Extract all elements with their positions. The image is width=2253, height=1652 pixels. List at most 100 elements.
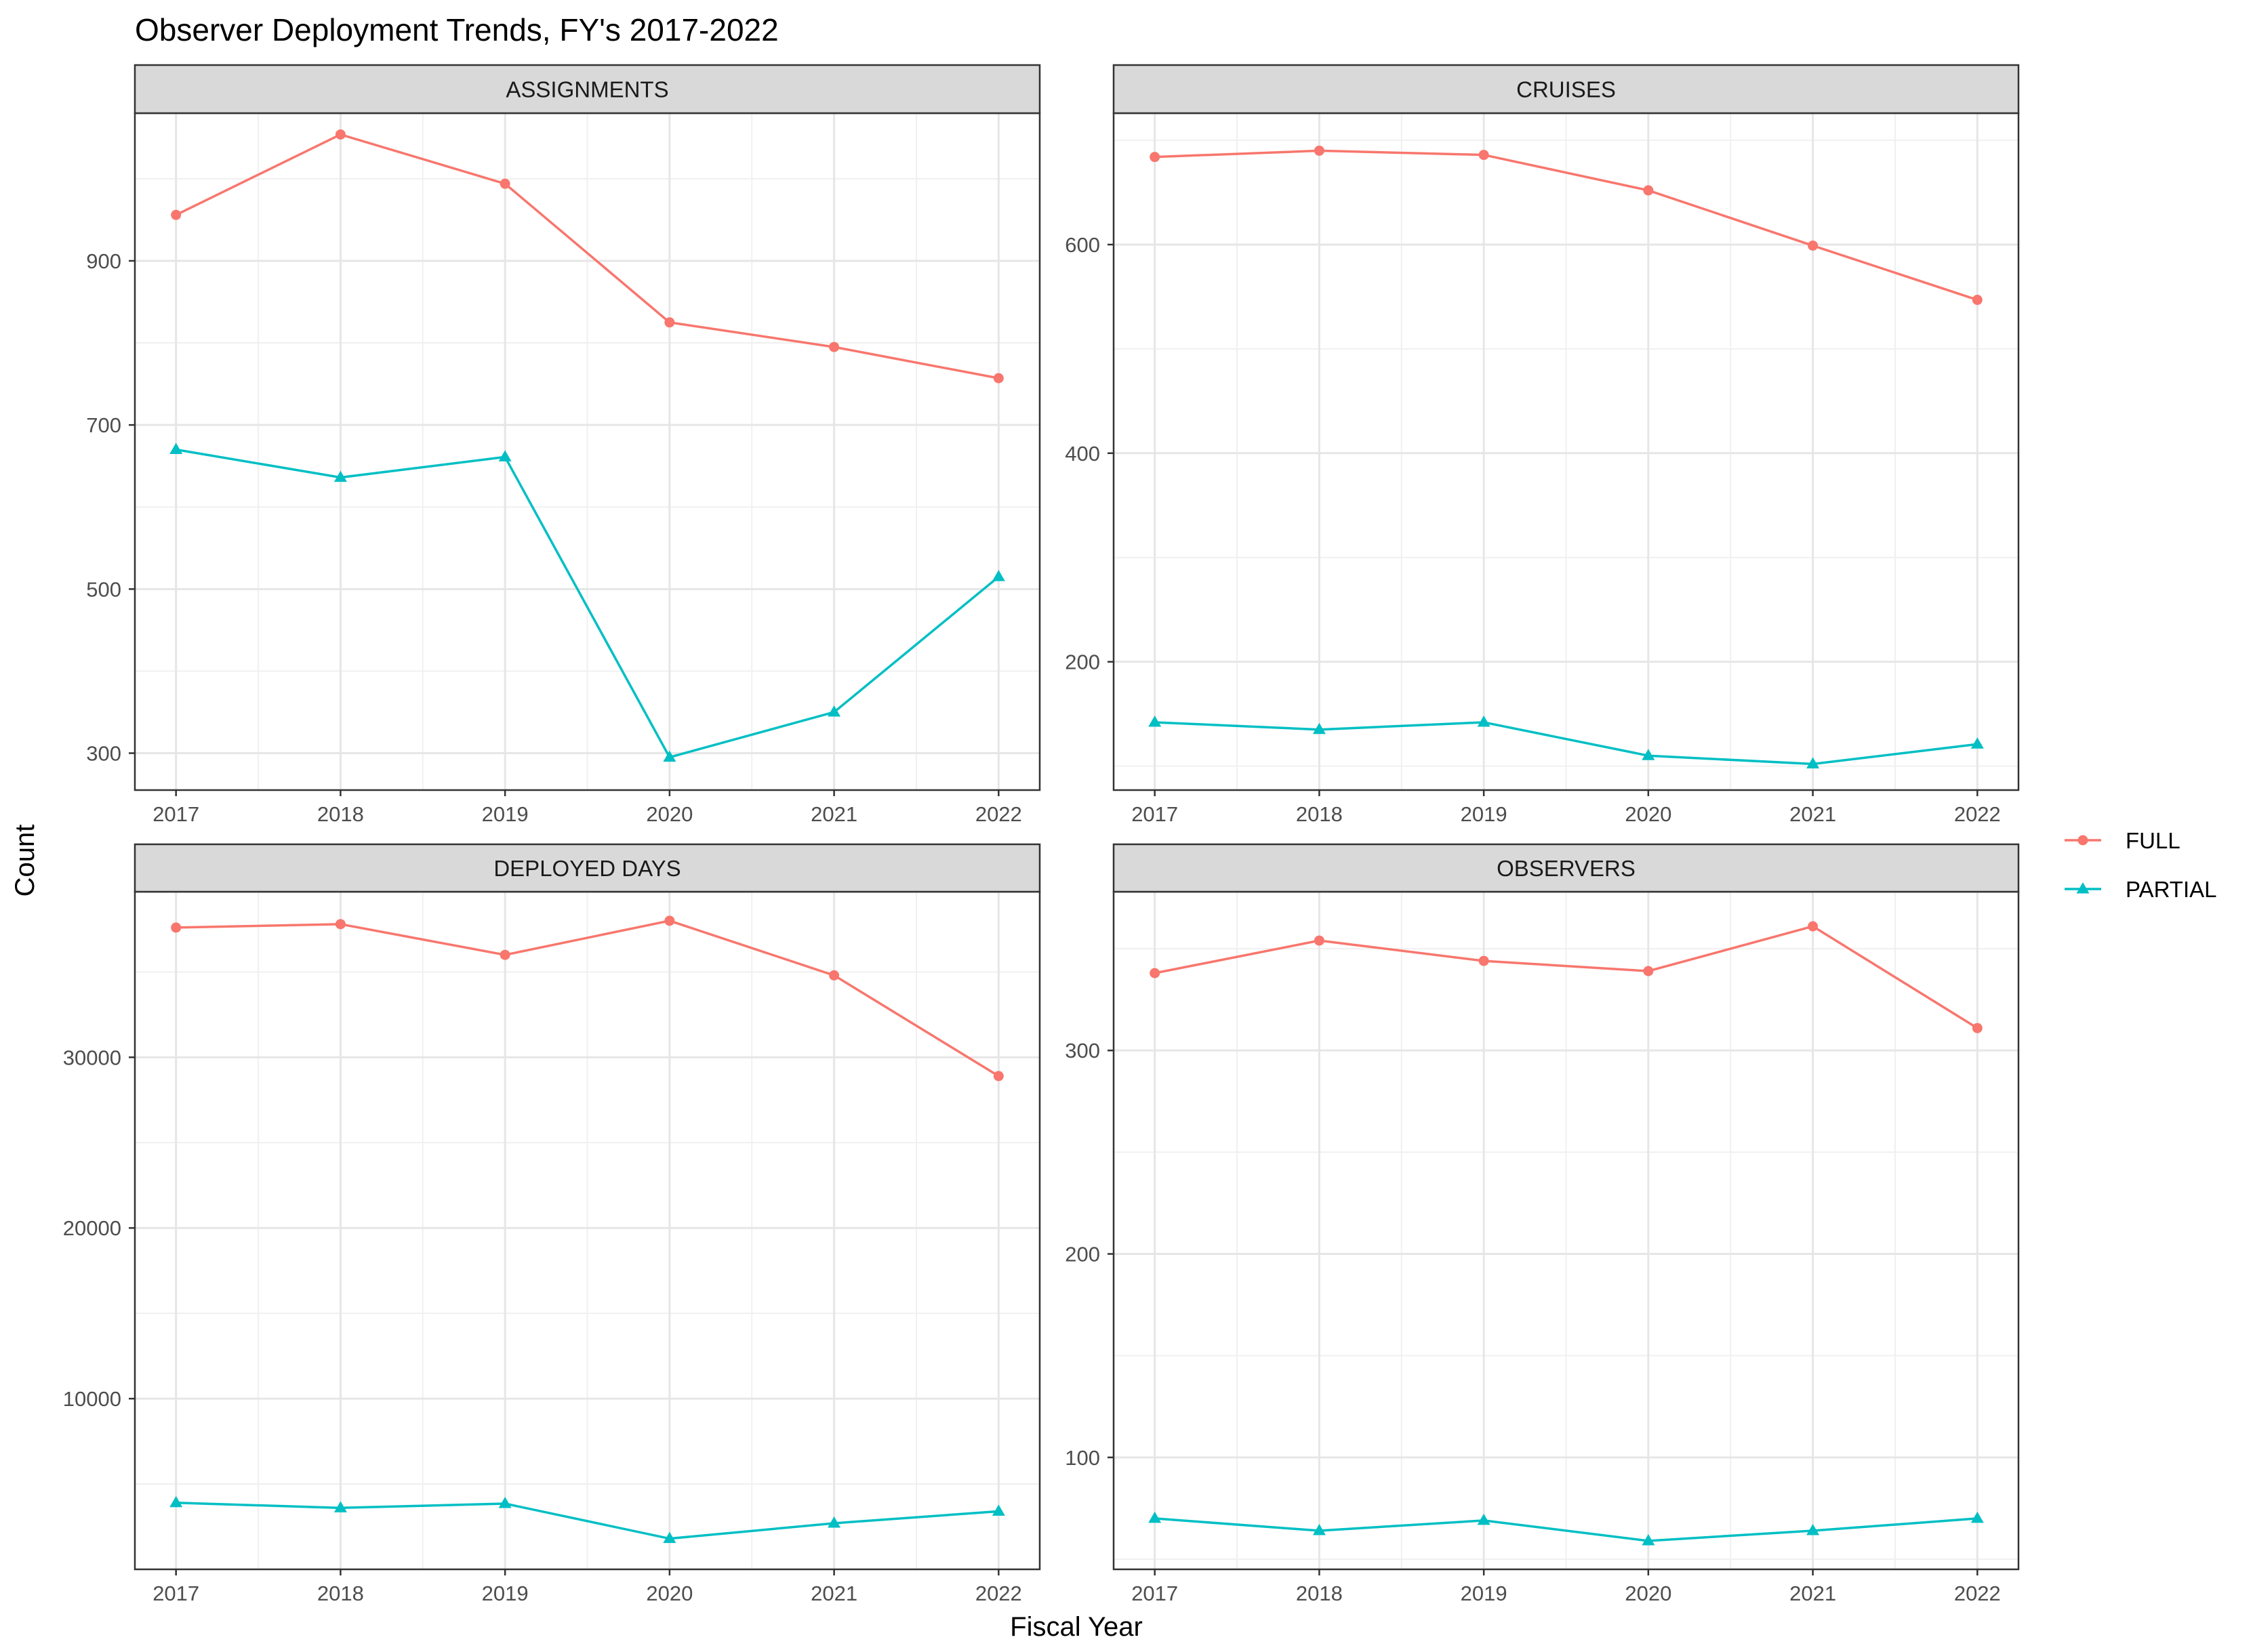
y-tick-label: 30000 [63,1046,121,1069]
strip-label: CRUISES [1516,77,1616,102]
data-point-partial-2021 [828,705,841,717]
data-point-full-2019 [500,178,510,189]
x-tick-label: 2022 [975,1582,1022,1605]
x-tick-label: 2018 [1296,1582,1343,1605]
y-tick-label: 20000 [63,1216,121,1240]
strip-label: ASSIGNMENTS [506,77,668,102]
data-point-partial-2022 [1970,1511,1984,1523]
x-tick-label: 2022 [1954,1582,2001,1605]
strip-background [134,64,1041,115]
strip-background [134,843,1041,893]
data-point-partial-2018 [333,470,347,482]
data-point-full-2021 [1808,240,1819,251]
y-tick-label: 900 [86,249,121,273]
legend-label: PARTIAL [2126,877,2217,902]
data-point-full-2020 [664,915,675,926]
y-tick-label: 300 [86,742,121,766]
data-point-partial-2022 [1970,737,1984,749]
x-tick-label: 2017 [153,1582,199,1605]
series-line-full [1154,149,1978,302]
data-point-full-2020 [664,317,675,328]
data-point-full-2019 [500,949,510,960]
y-tick-label: 200 [1065,651,1100,674]
data-point-partial-2018 [333,1501,347,1512]
data-point-full-2019 [1478,150,1489,161]
strip-background [1112,843,2020,893]
data-point-partial-2020 [663,1531,676,1544]
y-tick-label: 10000 [63,1387,121,1411]
y-tick-label: 700 [86,413,121,437]
data-point-partial-2022 [992,1504,1005,1516]
panel-deployed-days: DEPLOYED DAYS 10000 20000 30000 2017 2018 2019… [63,843,1041,1605]
data-point-partial-2017 [169,1495,183,1508]
data-point-full-2021 [1808,921,1819,932]
data-point-partial-2021 [1806,1523,1820,1535]
x-tick-label: 2017 [153,802,199,826]
data-point-partial-2017 [169,442,183,454]
data-point-partial-2017 [1148,715,1162,727]
x-tick-label: 2017 [1131,1582,1178,1605]
chart-title: Observer Deployment Trends, FY's 2017-20… [135,12,779,47]
series-line-full [175,133,999,379]
data-point-partial-2021 [1806,757,1820,769]
data-point-full-2018 [335,919,346,930]
data-point-full-2019 [1478,955,1489,966]
data-point-partial-2019 [1477,715,1490,727]
data-point-partial-2020 [1642,749,1655,760]
panel-cruises: CRUISES 200 400 600 2017 2018 2019 2020 2021 2022 [1065,64,2020,826]
legend-key-marker [2077,835,2088,846]
x-tick-label: 2020 [1625,802,1671,826]
x-tick-label: 2020 [1625,1582,1671,1605]
legend-item-full: FULL [2065,828,2180,853]
x-tick-label: 2020 [646,802,693,826]
data-point-full-2018 [1314,145,1324,156]
x-tick-label: 2021 [811,802,857,826]
series-line-full [176,920,1000,1077]
series-line-full [1154,925,1978,1029]
series-line-partial [1154,1517,1978,1542]
strip-background [1112,64,2020,115]
x-tick-label: 2019 [1461,1582,1507,1605]
x-tick-label: 2017 [1131,802,1178,826]
data-point-full-2020 [1643,966,1654,976]
data-point-partial-2018 [1312,722,1326,735]
x-tick-label: 2019 [482,1582,529,1605]
legend-label: FULL [2126,828,2180,853]
data-point-full-2017 [171,922,182,933]
x-tick-label: 2019 [1461,802,1507,826]
y-tick-label: 300 [1065,1039,1100,1062]
data-point-partial-2019 [498,1497,512,1508]
series-line-partial [176,448,1000,759]
data-point-full-2017 [1150,968,1160,978]
y-tick-label: 500 [86,577,121,601]
series-line-partial [176,1502,999,1540]
data-point-full-2018 [335,129,346,140]
strip-label: DEPLOYED DAYS [493,856,681,881]
x-tick-label: 2022 [1954,802,2001,826]
legend: FULL PARTIAL [2065,828,2217,902]
strip-label: OBSERVERS [1497,856,1636,881]
y-tick-label: 600 [1065,233,1100,257]
data-point-full-2017 [1150,152,1160,163]
facet-panels: ASSIGNMENTS 300 500 700 900 2017 2018 2019 2020 2… [63,64,2020,1605]
data-point-full-2017 [171,209,182,220]
data-point-partial-2021 [828,1516,841,1528]
x-tick-label: 2020 [646,1582,693,1605]
data-point-full-2021 [829,970,840,980]
y-tick-label: 100 [1065,1446,1100,1470]
x-tick-label: 2018 [1296,802,1343,826]
x-tick-label: 2021 [1789,802,1836,826]
panel-assignments: ASSIGNMENTS 300 500 700 900 2017 2018 2019 2020 2… [86,64,1041,826]
x-tick-label: 2019 [482,802,529,826]
data-point-partial-2019 [1477,1513,1490,1525]
x-tick-label: 2021 [811,1582,857,1605]
data-point-full-2020 [1643,185,1654,196]
x-axis-title: Fiscal Year [1010,1612,1143,1642]
data-point-partial-2018 [1312,1523,1326,1535]
y-tick-label: 400 [1065,442,1100,466]
data-point-full-2021 [829,342,840,352]
series-line-partial [1154,721,1978,766]
data-point-full-2018 [1314,935,1324,946]
data-point-partial-2022 [992,570,1005,581]
